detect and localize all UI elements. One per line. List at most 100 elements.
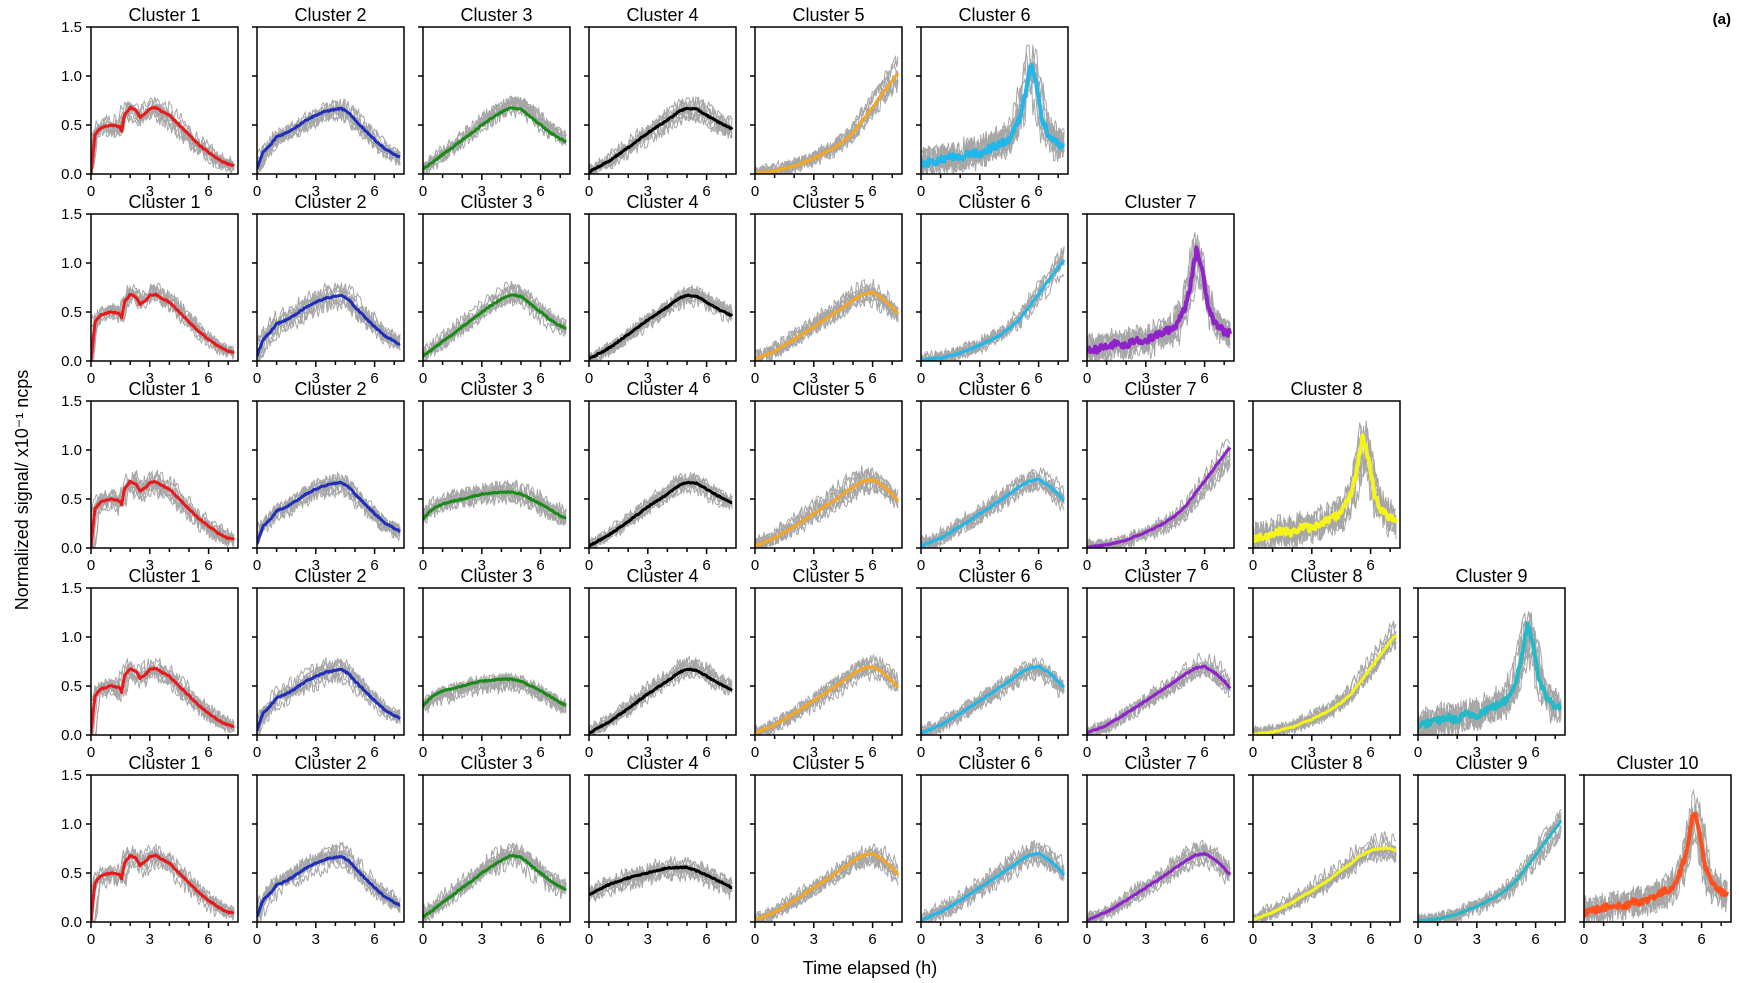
replicate-line (1087, 454, 1231, 548)
panel-row2-cluster-1: Cluster 1 0.0 0.5 1.0 1.5 0 3 6 (61, 192, 239, 387)
plot-frame (256, 213, 405, 362)
replicate-line (91, 853, 235, 922)
panel-row3-cluster-6: Cluster 6 0 3 6 (916, 379, 1069, 574)
replicate-line (257, 104, 401, 173)
panel-row3-cluster-4: Cluster 4 0 3 6 (584, 379, 737, 574)
replicate-line (921, 668, 1065, 735)
replicate-line (921, 48, 1065, 174)
replicate-line (1087, 448, 1231, 548)
panel-title: Cluster 6 (958, 566, 1030, 586)
y-tick-label: 1.0 (61, 816, 82, 833)
plot-frame (90, 587, 239, 736)
mean-line (257, 667, 401, 732)
mean-line (423, 853, 567, 919)
panel-title: Cluster 1 (128, 379, 200, 399)
x-tick-label: 6 (536, 931, 544, 948)
x-tick-label: 0 (87, 931, 95, 948)
replicate-line (921, 246, 1065, 361)
panel-title: Cluster 1 (128, 192, 200, 212)
x-tick-label: 0 (1249, 931, 1257, 948)
x-tick-label: 6 (868, 744, 876, 761)
mean-line (1253, 846, 1397, 922)
replicate-line (755, 70, 899, 174)
y-tick-label: 0.5 (61, 678, 82, 695)
x-tick-label: 3 (1142, 744, 1150, 761)
panel-row2-cluster-7: Cluster 7 0 3 6 (1082, 192, 1235, 387)
mean-line (921, 259, 1066, 361)
x-tick-label: 6 (1200, 931, 1208, 948)
panel-title: Cluster 2 (294, 192, 366, 212)
x-tick-label: 3 (478, 744, 486, 761)
panel-title: Cluster 6 (958, 5, 1030, 25)
x-tick-label: 0 (751, 370, 759, 387)
x-tick-label: 6 (1034, 557, 1042, 574)
x-tick-label: 0 (1249, 557, 1257, 574)
plot-frame (754, 213, 903, 362)
panel-title: Cluster 4 (626, 192, 698, 212)
panel-title: Cluster 5 (792, 566, 864, 586)
x-tick-label: 6 (702, 744, 710, 761)
mean-line (1418, 621, 1563, 730)
panel-row3-cluster-7: Cluster 7 0 3 6 (1082, 379, 1235, 574)
panel-title: Cluster 5 (792, 753, 864, 773)
mean-line (589, 865, 733, 896)
x-tick-label: 6 (1200, 744, 1208, 761)
replicate-line (1087, 444, 1231, 548)
panel-title: Cluster 1 (128, 566, 200, 586)
replicate-line (1418, 825, 1562, 922)
x-tick-label: 3 (810, 370, 818, 387)
mean-line (257, 106, 401, 170)
plot-frame (90, 400, 239, 549)
panel-row4-cluster-9: Cluster 9 0 3 6 (1413, 566, 1566, 761)
mean-line (423, 293, 567, 358)
panel-title: Cluster 1 (128, 5, 200, 25)
plot-frame (256, 587, 405, 736)
panel-title: Cluster 3 (460, 379, 532, 399)
x-tick-label: 3 (1308, 931, 1316, 948)
x-tick-label: 6 (702, 931, 710, 948)
mean-line (589, 480, 733, 548)
replicate-line (91, 283, 235, 360)
plot-frame (920, 213, 1069, 362)
x-tick-label: 0 (87, 744, 95, 761)
replicate-line (1087, 459, 1231, 548)
y-tick-label: 0.0 (61, 540, 82, 557)
x-tick-label: 0 (253, 370, 261, 387)
x-tick-label: 0 (1083, 744, 1091, 761)
mean-line (589, 667, 733, 734)
panel-row4-cluster-6: Cluster 6 0 3 6 (916, 566, 1069, 761)
panel-row5-cluster-10: Cluster 10 0 3 6 (1579, 753, 1732, 948)
x-tick-label: 6 (536, 183, 544, 200)
x-tick-label: 0 (751, 931, 759, 948)
replicate-line (921, 258, 1065, 361)
x-tick-label: 3 (810, 557, 818, 574)
panel-title: Cluster 5 (792, 379, 864, 399)
y-tick-label: 0.0 (61, 166, 82, 183)
y-tick-label: 1.0 (61, 629, 82, 646)
x-tick-label: 3 (810, 744, 818, 761)
panel-row5-cluster-1: Cluster 1 0.0 0.5 1.0 1.5 0 3 6 (61, 753, 239, 948)
replicate-line (589, 858, 733, 897)
x-tick-label: 6 (370, 931, 378, 948)
plot-frame (256, 774, 405, 923)
x-tick-label: 0 (1249, 744, 1257, 761)
mean-line (755, 851, 900, 922)
x-tick-label: 3 (644, 557, 652, 574)
mean-line (755, 665, 900, 735)
mean-line (755, 290, 900, 361)
panel-row5-cluster-8: Cluster 8 0 3 6 (1248, 753, 1401, 948)
replicate-line (1087, 652, 1231, 735)
x-tick-label: 3 (976, 744, 984, 761)
replicate-line (91, 666, 235, 732)
x-tick-label: 3 (1142, 931, 1150, 948)
x-tick-label: 6 (370, 370, 378, 387)
panel-title: Cluster 9 (1455, 753, 1527, 773)
plot-frame (920, 400, 1069, 549)
panel-title: Cluster 1 (128, 753, 200, 773)
x-tick-label: 3 (1473, 744, 1481, 761)
replicate-line (1087, 450, 1231, 548)
plot-frame (1417, 774, 1566, 923)
x-tick-label: 6 (1531, 931, 1539, 948)
x-tick-label: 0 (253, 931, 261, 948)
